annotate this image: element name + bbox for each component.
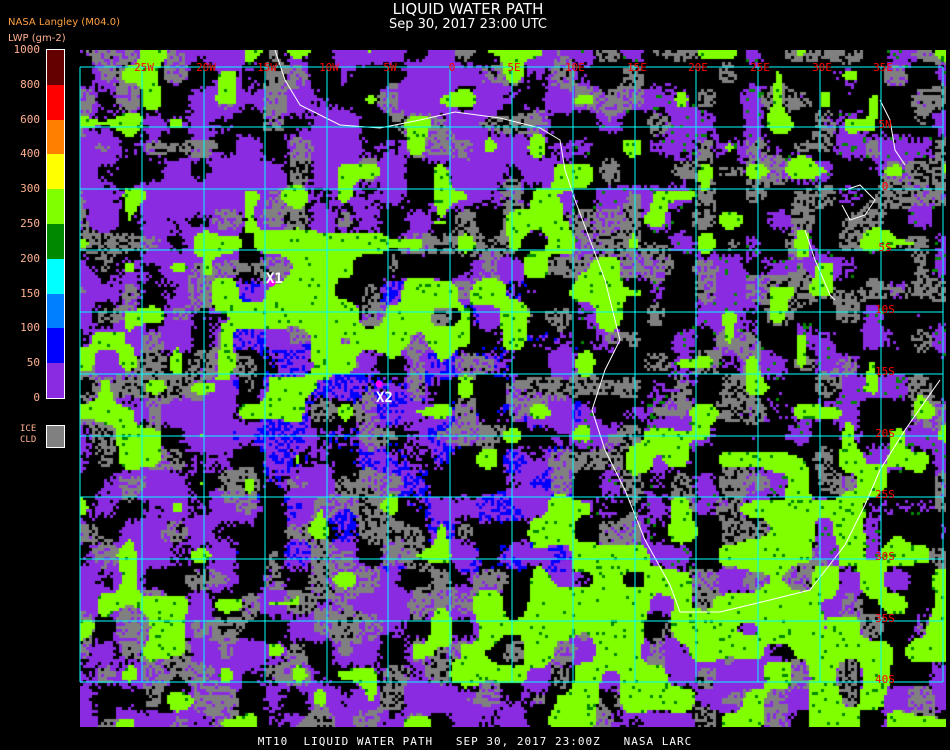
latitude-label: 30S: [875, 550, 895, 563]
legend-tick-label: 100: [20, 321, 40, 335]
legend-tick-label: 600: [20, 112, 40, 126]
latitude-label: 0: [882, 180, 889, 193]
legend-swatch: [47, 328, 64, 364]
satellite-map-image: [80, 50, 946, 727]
legend-swatch: [47, 363, 64, 398]
latitude-label: 35S: [875, 612, 895, 625]
longitude-label: 10W: [319, 61, 339, 74]
ice-label: ICE: [20, 424, 37, 434]
lake-outline: [804, 229, 836, 301]
longitude-label: 5E: [507, 61, 520, 74]
longitude-label: 15W: [257, 61, 277, 74]
longitude-label: 35E: [873, 61, 893, 74]
color-legend-bar: [46, 49, 65, 399]
latitude-label: 20S: [875, 427, 895, 440]
latitude-label: 25S: [875, 488, 895, 501]
legend-swatch: [47, 154, 64, 190]
legend-swatch: [47, 258, 64, 294]
latitude-label: 10S: [875, 303, 895, 316]
map-datetime: Sep 30, 2017 23:00 UTC: [388, 17, 548, 32]
longitude-label: 30E: [812, 61, 832, 74]
longitude-label: 5W: [383, 61, 397, 74]
legend-swatch: [47, 50, 64, 85]
marker-label: X2: [376, 390, 393, 406]
legend-swatch: [47, 223, 64, 259]
longitude-label: 15E: [627, 61, 647, 74]
map-title: LIQUID WATER PATH: [392, 0, 544, 18]
legend-tick-label: 50: [26, 356, 40, 370]
cld-label: CLD: [20, 435, 37, 445]
ice-cloud-swatch: [46, 425, 65, 448]
source-label: NASA Langley (M04.0): [8, 17, 120, 28]
legend-tick-label: 1000: [13, 43, 41, 56]
ice-cloud-label: ICE CLD: [20, 424, 36, 446]
legend-tick-label: 800: [20, 77, 40, 91]
legend-tick-label: 250: [20, 217, 40, 230]
legend-swatch: [47, 189, 64, 224]
legend-swatch: [47, 293, 64, 329]
marker-dot: [375, 380, 383, 388]
legend-tick-label: 0: [33, 391, 40, 404]
lake-outline: [841, 184, 876, 221]
marker-label: X1: [266, 271, 283, 287]
legend-tick-label: 150: [20, 286, 40, 300]
longitude-label: 20W: [196, 61, 216, 74]
legend-tick-label: 200: [20, 251, 40, 265]
longitude-label: 0: [449, 61, 456, 74]
legend-swatch: [47, 119, 64, 155]
legend-swatch: [47, 84, 64, 120]
lake-outline: [879, 99, 906, 166]
units-label: LWP (gm-2): [8, 33, 66, 44]
latitude-label: 40S: [875, 673, 895, 686]
coastline: [274, 49, 941, 613]
legend-tick-label: 300: [20, 182, 40, 196]
longitude-label: 20E: [688, 61, 708, 74]
footer-caption: MT10 LIQUID WATER PATH SEP 30, 2017 23:0…: [257, 735, 693, 748]
longitude-label: 25E: [750, 61, 770, 74]
longitude-label: 25W: [134, 61, 154, 74]
latitude-label: 5S: [878, 241, 891, 254]
latitude-label: 5N: [878, 118, 891, 131]
legend-tick-label: 400: [20, 147, 40, 161]
marker-dot: [268, 279, 276, 287]
longitude-label: 10E: [565, 61, 585, 74]
latitude-label: 15S: [875, 365, 895, 378]
